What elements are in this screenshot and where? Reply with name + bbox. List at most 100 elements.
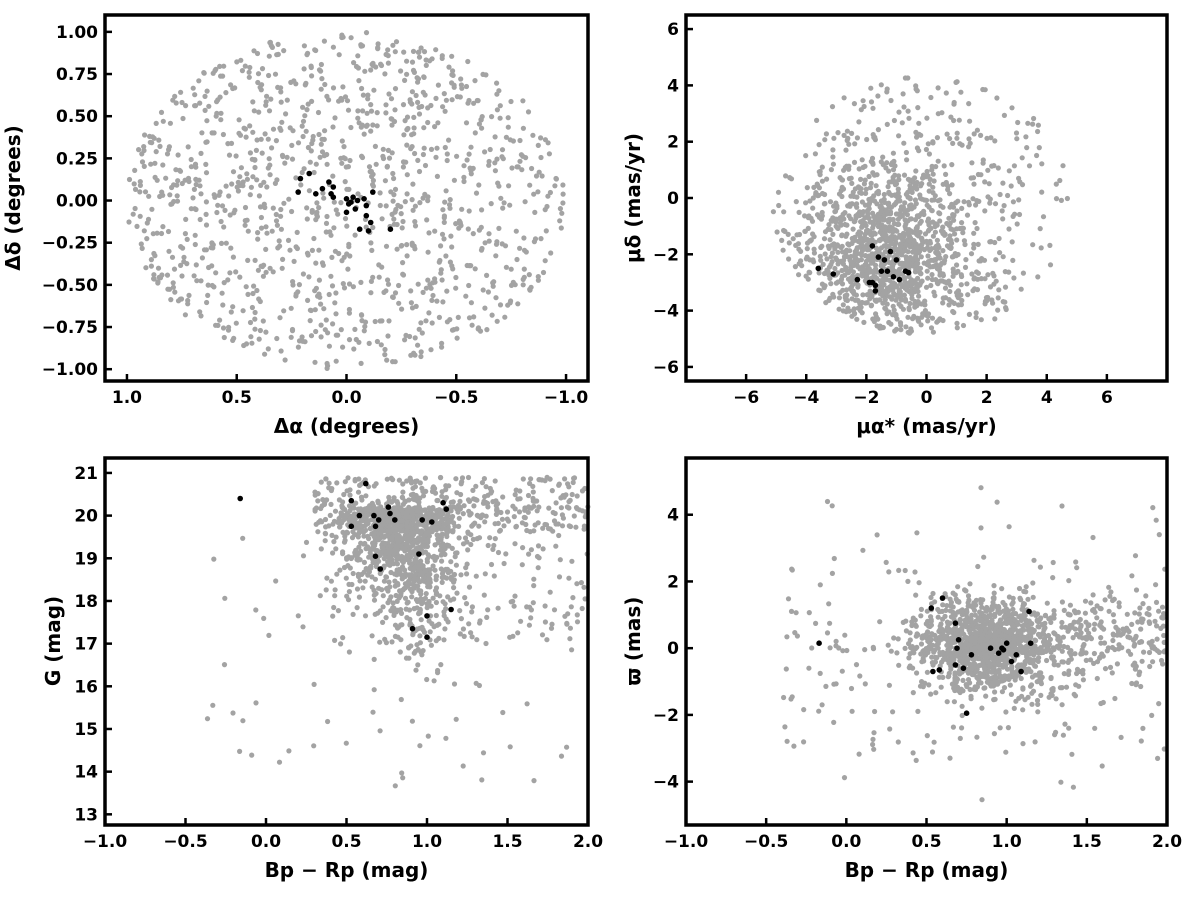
field-star-point xyxy=(1059,648,1065,654)
field-star-point xyxy=(357,482,363,488)
field-star-point xyxy=(392,783,398,789)
y-tick-label: 1.00 xyxy=(56,23,98,43)
field-star-point xyxy=(389,150,395,156)
field-star-point xyxy=(432,124,438,130)
field-star-point xyxy=(393,39,400,45)
field-star-point xyxy=(978,317,984,323)
field-star-point xyxy=(332,587,338,593)
field-star-point xyxy=(450,72,456,78)
x-tick-label: −0.5 xyxy=(163,832,207,852)
field-star-point xyxy=(399,770,405,776)
field-star-point xyxy=(247,192,253,198)
field-star-point xyxy=(900,306,907,312)
field-star-point xyxy=(355,573,362,580)
field-star-point xyxy=(287,247,293,253)
field-star-point xyxy=(153,149,159,155)
field-star-point xyxy=(225,277,231,283)
field-star-point xyxy=(438,662,444,668)
field-star-point xyxy=(439,340,445,346)
field-star-point xyxy=(149,206,155,212)
field-star-point xyxy=(248,184,254,190)
field-star-point xyxy=(165,228,172,235)
field-star-point xyxy=(512,506,518,512)
field-star-point xyxy=(1107,664,1114,671)
field-star-point xyxy=(275,41,281,48)
field-star-point xyxy=(443,483,449,489)
field-star-point xyxy=(503,264,509,270)
field-star-point xyxy=(816,169,822,175)
field-star-point xyxy=(914,670,920,676)
field-star-point xyxy=(363,493,369,499)
field-star-point xyxy=(836,306,842,312)
field-star-point xyxy=(805,276,811,282)
field-star-point xyxy=(410,48,417,55)
field-star-point xyxy=(943,254,949,260)
field-star-point xyxy=(253,700,259,706)
field-star-point xyxy=(400,559,406,565)
field-star-point xyxy=(273,211,279,218)
field-star-point xyxy=(456,523,462,530)
field-star-point xyxy=(896,109,902,115)
field-star-point xyxy=(146,193,152,199)
field-star-point xyxy=(845,241,851,247)
field-star-point xyxy=(383,243,390,249)
field-star-point xyxy=(930,590,936,597)
field-star-point xyxy=(350,611,356,618)
field-star-point xyxy=(546,151,553,157)
field-star-point xyxy=(914,303,920,309)
field-star-point xyxy=(913,83,919,89)
field-star-point xyxy=(451,585,457,591)
field-star-point xyxy=(305,297,311,303)
field-star-point xyxy=(415,157,421,163)
field-star-point xyxy=(370,182,376,188)
field-star-point xyxy=(1015,119,1021,126)
field-star-point xyxy=(325,330,331,336)
field-star-point xyxy=(562,476,568,482)
field-star-point xyxy=(907,178,913,184)
field-star-point xyxy=(871,274,877,280)
field-star-point xyxy=(341,144,347,150)
field-star-point xyxy=(336,250,342,257)
field-star-point xyxy=(381,578,387,584)
field-star-point xyxy=(324,161,330,167)
member-star-point xyxy=(881,257,888,263)
field-star-point xyxy=(311,743,317,749)
field-star-point xyxy=(312,506,318,512)
field-star-point xyxy=(940,300,946,306)
field-star-point xyxy=(876,237,883,243)
field-star-point xyxy=(446,137,452,143)
field-star-point xyxy=(414,545,420,551)
field-star-point xyxy=(172,289,178,295)
field-star-point xyxy=(375,507,381,513)
field-star-point xyxy=(252,326,258,332)
field-star-point xyxy=(949,201,955,207)
field-star-point xyxy=(574,612,580,618)
field-star-point xyxy=(311,681,317,688)
field-star-point xyxy=(404,71,410,77)
field-star-point xyxy=(967,118,973,124)
field-star-point xyxy=(392,86,399,92)
field-star-point xyxy=(374,123,380,129)
field-star-point xyxy=(574,619,581,625)
field-star-point xyxy=(906,655,912,661)
field-star-point xyxy=(876,248,882,254)
field-star-point xyxy=(828,281,834,287)
field-star-point xyxy=(386,155,393,161)
field-star-point xyxy=(386,318,392,324)
field-star-point xyxy=(199,130,205,136)
field-star-point xyxy=(448,576,455,583)
field-star-point xyxy=(299,169,305,176)
member-star-point xyxy=(392,517,398,523)
field-star-point xyxy=(264,93,270,99)
field-star-point xyxy=(1008,183,1014,189)
field-star-point xyxy=(913,225,919,232)
field-star-point xyxy=(360,541,367,547)
field-star-point xyxy=(997,250,1003,256)
field-star-point xyxy=(383,102,389,108)
field-star-point xyxy=(171,266,178,272)
field-star-point xyxy=(560,515,567,521)
field-star-point xyxy=(322,531,329,537)
field-star-point xyxy=(369,584,375,590)
member-star-point xyxy=(367,219,374,226)
field-star-point xyxy=(425,105,431,111)
